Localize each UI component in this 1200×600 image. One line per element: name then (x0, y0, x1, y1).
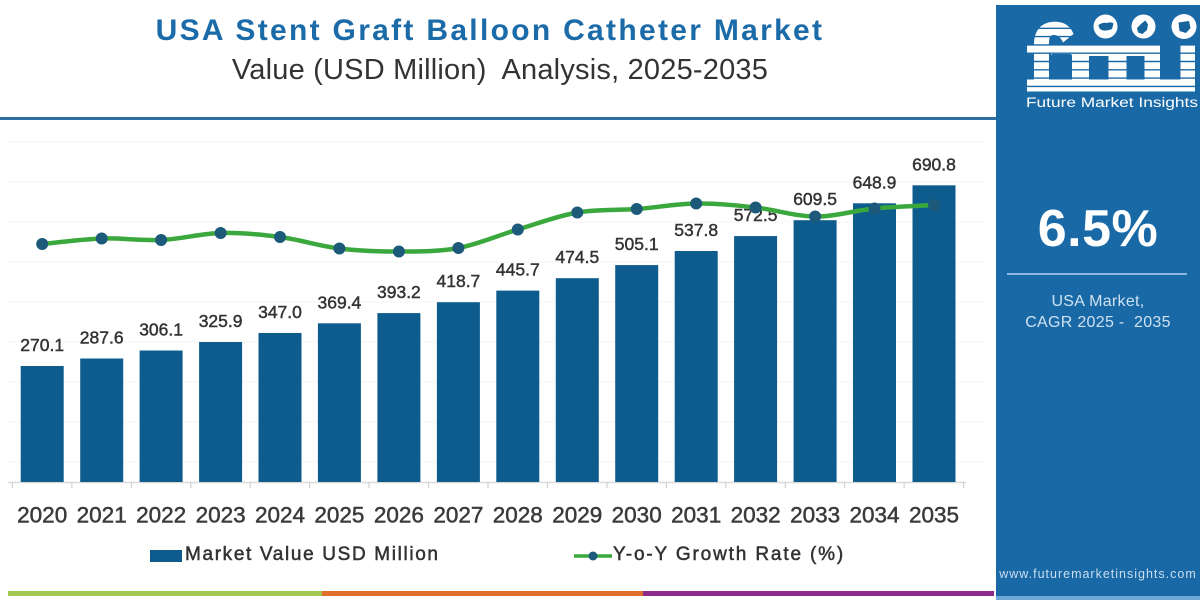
svg-text:2022: 2022 (136, 503, 186, 528)
svg-text:2023: 2023 (196, 503, 246, 528)
svg-text:2028: 2028 (493, 503, 543, 528)
svg-text:418.7: 418.7 (437, 271, 481, 291)
svg-text:2031: 2031 (671, 503, 721, 528)
svg-text:270.1: 270.1 (20, 335, 64, 355)
svg-text:325.9: 325.9 (199, 311, 243, 331)
svg-text:2020: 2020 (17, 503, 67, 528)
svg-text:505.1: 505.1 (615, 234, 659, 254)
svg-text:Future Market Insights: Future Market Insights (1026, 95, 1198, 110)
svg-text:369.4: 369.4 (318, 292, 362, 312)
svg-text:474.5: 474.5 (555, 247, 599, 267)
svg-text:537.8: 537.8 (674, 220, 718, 240)
svg-text:2026: 2026 (374, 503, 424, 528)
svg-text:2033: 2033 (790, 503, 840, 528)
svg-text:445.7: 445.7 (496, 260, 540, 280)
svg-text:393.2: 393.2 (377, 282, 421, 302)
svg-text:2021: 2021 (77, 503, 127, 528)
svg-text:2034: 2034 (849, 503, 899, 528)
svg-text:2032: 2032 (731, 503, 781, 528)
svg-text:2035: 2035 (909, 503, 959, 528)
svg-text:2030: 2030 (612, 503, 662, 528)
svg-text:347.0: 347.0 (258, 302, 302, 322)
svg-text:648.9: 648.9 (853, 172, 897, 192)
svg-text:690.8: 690.8 (912, 154, 956, 174)
svg-text:2024: 2024 (255, 503, 305, 528)
svg-text:2025: 2025 (314, 503, 364, 528)
svg-text:609.5: 609.5 (793, 189, 837, 209)
svg-text:2029: 2029 (552, 503, 602, 528)
svg-text:306.1: 306.1 (139, 320, 183, 340)
svg-text:287.6: 287.6 (80, 328, 124, 348)
svg-text:2027: 2027 (433, 503, 483, 528)
